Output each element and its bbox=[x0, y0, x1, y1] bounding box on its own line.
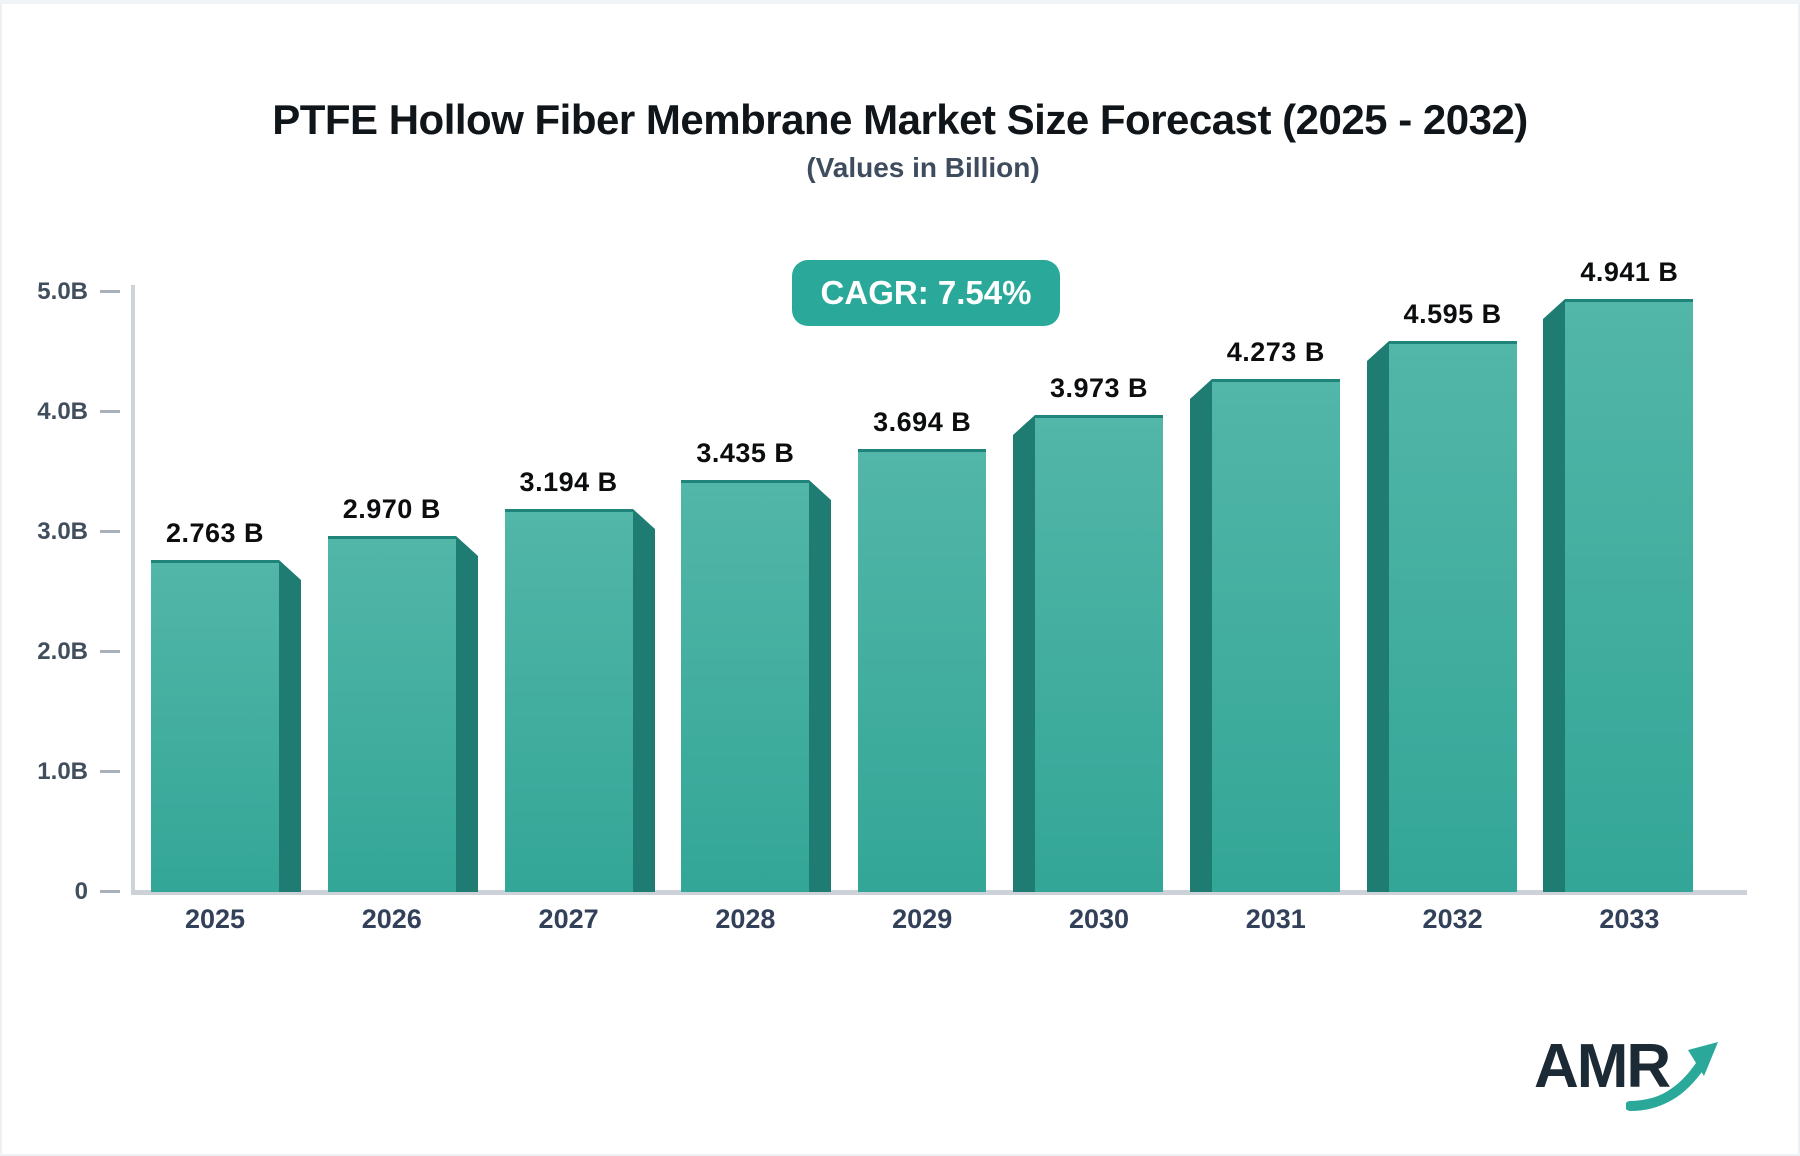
x-axis-baseline bbox=[131, 890, 1747, 895]
x-axis-label: 2032 bbox=[1422, 904, 1483, 934]
bar bbox=[151, 560, 279, 892]
bar-value-label: 2.763 B bbox=[165, 518, 265, 548]
plot-area: 0 1.0B 2.0B 3.0B 4.0B 5.0B 2.763 B 2025 2.970 B 2… bbox=[2, 4, 1798, 1154]
y-axis-label: 0 bbox=[74, 878, 88, 905]
x-axis-label: 2028 bbox=[715, 904, 776, 934]
amr-logo-text: AMR bbox=[1534, 1032, 1671, 1101]
cagr-badge-label: CAGR: 7.54% bbox=[820, 274, 1032, 311]
chart-title: PTFE Hollow Fiber Membrane Market Size F… bbox=[272, 96, 1528, 143]
chart-subtitle: (Values in Billion) bbox=[806, 152, 1040, 183]
x-axis-label: 2026 bbox=[361, 904, 422, 934]
bar-3d-side bbox=[633, 509, 655, 892]
bar-value-label: 3.973 B bbox=[1049, 373, 1149, 403]
x-axis-label: 2029 bbox=[892, 904, 953, 934]
bar bbox=[681, 480, 809, 892]
bar-3d-side bbox=[1543, 299, 1565, 892]
bar-value-label: 3.435 B bbox=[696, 438, 795, 468]
bar-value-label: 4.595 B bbox=[1403, 299, 1502, 329]
y-axis-label: 4.0B bbox=[37, 398, 88, 425]
bar bbox=[1389, 341, 1517, 892]
bar-value-label: 2.970 B bbox=[342, 494, 441, 524]
y-axis-label: 2.0B bbox=[37, 638, 88, 665]
y-axis-line bbox=[131, 285, 135, 892]
bar bbox=[1035, 415, 1163, 892]
bar bbox=[505, 509, 633, 892]
bar-value-label: 4.273 B bbox=[1226, 337, 1325, 367]
x-axis-label: 2030 bbox=[1068, 904, 1130, 934]
y-axis-tick bbox=[100, 290, 120, 293]
bar-3d-side bbox=[809, 480, 831, 892]
x-axis-label: 2033 bbox=[1599, 904, 1660, 934]
bar-3d-side bbox=[1190, 379, 1212, 892]
bar-value-label: 3.694 B bbox=[873, 407, 972, 437]
y-axis-tick bbox=[100, 650, 120, 653]
x-axis-label: 2031 bbox=[1245, 904, 1306, 934]
bar bbox=[328, 536, 456, 892]
amr-logo: AMR bbox=[1534, 1036, 1734, 1126]
bar bbox=[1212, 379, 1340, 892]
growth-arrow-icon bbox=[1626, 1042, 1718, 1111]
y-axis-tick bbox=[100, 890, 120, 893]
y-axis-label: 1.0B bbox=[37, 758, 88, 785]
bar-3d-side bbox=[456, 536, 478, 892]
y-axis-label: 3.0B bbox=[37, 518, 88, 545]
bar-3d-side bbox=[1367, 341, 1389, 892]
bar-value-label: 3.194 B bbox=[519, 467, 618, 497]
bar bbox=[858, 449, 986, 892]
x-axis-label: 2027 bbox=[538, 904, 599, 934]
bar bbox=[1565, 299, 1693, 892]
bar-3d-side bbox=[1013, 415, 1035, 892]
y-axis-tick bbox=[100, 530, 120, 533]
y-axis-tick bbox=[100, 770, 120, 773]
y-axis-tick bbox=[100, 410, 120, 413]
cagr-badge: CAGR: 7.54% bbox=[792, 260, 1060, 326]
y-axis-label: 5.0B bbox=[37, 278, 88, 305]
x-axis-label: 2025 bbox=[184, 904, 246, 934]
bar-3d-side bbox=[279, 560, 301, 892]
bar-value-label: 4.941 B bbox=[1580, 257, 1679, 287]
